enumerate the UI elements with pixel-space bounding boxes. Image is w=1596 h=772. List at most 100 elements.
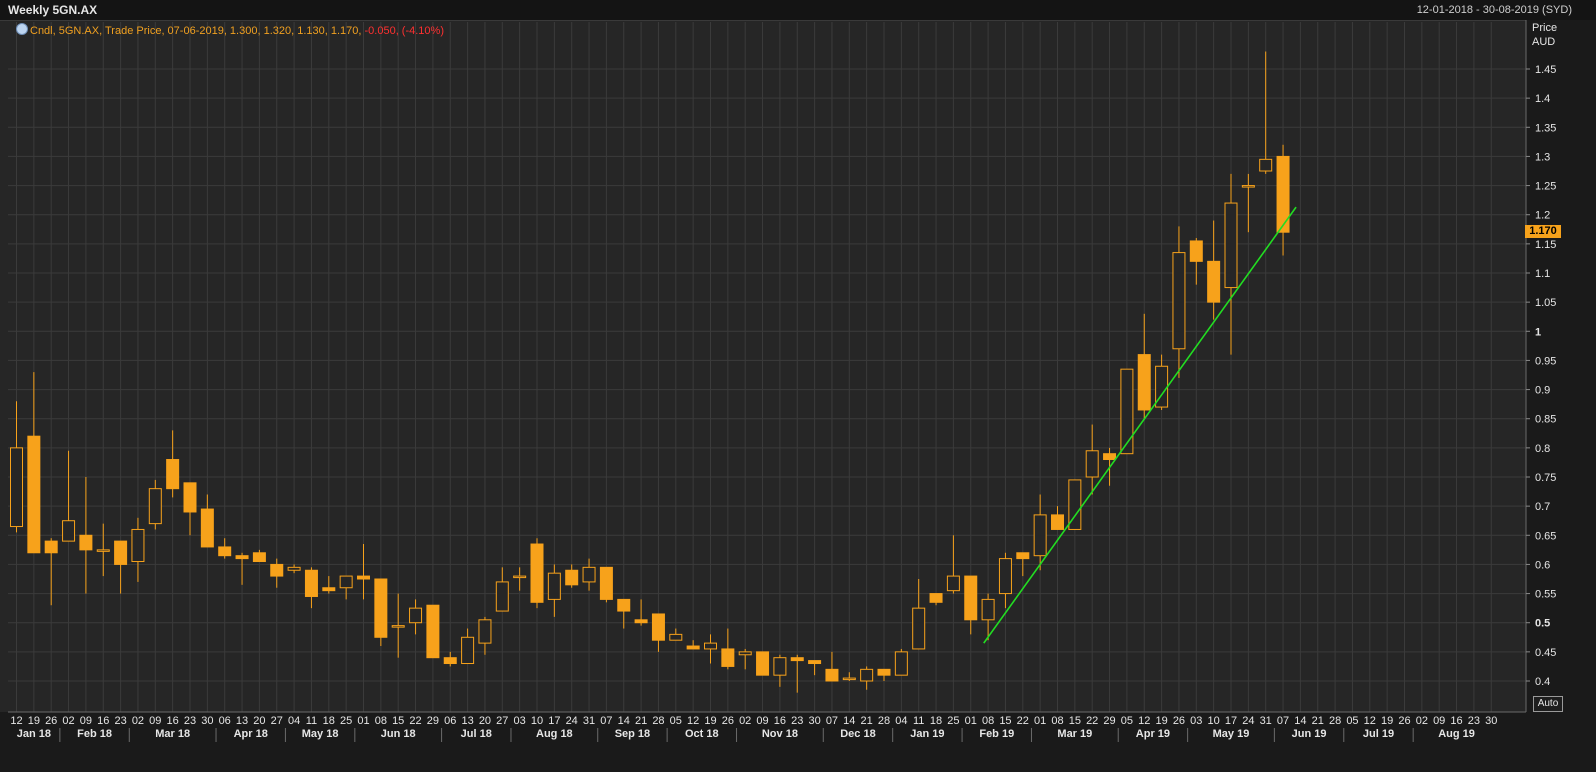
candle-body-up — [1241, 185, 1255, 188]
month-label: Apr 18 — [234, 728, 268, 740]
y-tick-label: 0.6 — [1535, 559, 1550, 571]
month-label: Mar 18 — [155, 728, 190, 740]
eye-icon[interactable] — [16, 23, 28, 35]
candle-body-down — [79, 534, 93, 551]
x-tick-label: 24 — [1242, 715, 1254, 727]
plot-area[interactable] — [8, 22, 1526, 712]
candle-body-down — [357, 575, 370, 580]
candle-body-down — [252, 552, 266, 563]
y-axis-title-line1: Price — [1532, 22, 1558, 34]
month-label: Jul 19 — [1363, 728, 1394, 740]
x-tick-label: 23 — [791, 715, 803, 727]
x-tick-label: 23 — [114, 715, 126, 727]
x-tick-label: 19 — [1155, 715, 1167, 727]
x-tick-label: 26 — [1173, 715, 1185, 727]
candle-body-up — [704, 642, 717, 650]
x-tick-label: 24 — [566, 715, 578, 727]
candle-body-up — [738, 651, 752, 656]
y-tick-label: 0.5 — [1535, 618, 1550, 630]
candle-body-up — [148, 488, 162, 525]
y-tick-label: 1.4 — [1535, 93, 1550, 105]
candle-body-up — [1085, 450, 1099, 478]
candle-body-up — [547, 572, 561, 600]
candle-body-down — [235, 555, 249, 560]
y-tick-label: 1.35 — [1535, 122, 1556, 134]
month-label: Jan 19 — [910, 728, 944, 740]
month-label: Aug 18 — [536, 728, 573, 740]
x-tick-label: 28 — [1329, 715, 1341, 727]
date-range: 12-01-2018 - 30-08-2019 (SYD) — [1416, 4, 1572, 16]
y-tick-label: 1.45 — [1535, 64, 1556, 76]
x-tick-label: 15 — [392, 715, 404, 727]
x-tick-label: 06 — [444, 715, 456, 727]
month-label: Jun 19 — [1292, 728, 1327, 740]
candle-body-down — [304, 569, 318, 597]
x-tick-label: 02 — [739, 715, 751, 727]
month-label: Jan 18 — [17, 728, 51, 740]
x-tick-label: 21 — [861, 715, 873, 727]
x-tick-label: 20 — [479, 715, 491, 727]
candle-body-up — [998, 558, 1012, 595]
trendline[interactable] — [983, 206, 1297, 644]
x-tick-label: 19 — [28, 715, 40, 727]
month-label: Dec 18 — [840, 728, 875, 740]
x-tick-label: 25 — [947, 715, 959, 727]
y-axis-ticks: 0.4 0.45 0.5 0.55 0.6 0.65 0.7 0.75 0.8 0.85 0.9 0.… — [1526, 64, 1556, 688]
candle-body-up — [1224, 202, 1238, 289]
x-tick-label: 07 — [600, 715, 612, 727]
candle-body-down — [27, 435, 41, 554]
y-axis-bar — [1526, 20, 1596, 772]
month-label: Aug 19 — [1438, 728, 1475, 740]
candle-body-down — [877, 668, 891, 676]
auto-scale-button[interactable]: Auto — [1533, 696, 1563, 712]
candle-body-up — [1068, 479, 1082, 530]
x-tick-label: 05 — [1346, 715, 1358, 727]
last-price-badge: 1.170 — [1525, 225, 1561, 238]
x-tick-label: 03 — [1190, 715, 1202, 727]
month-label: Jun 18 — [381, 728, 416, 740]
y-tick-label: 0.4 — [1535, 676, 1550, 688]
x-tick-label: 14 — [1294, 715, 1306, 727]
candle-body-up — [946, 575, 960, 592]
x-tick-label: 07 — [826, 715, 838, 727]
candle-body-up — [339, 575, 353, 589]
candle-body-down — [200, 508, 214, 548]
trendline-layer[interactable] — [983, 206, 1297, 644]
y-tick-label: 0.8 — [1535, 443, 1550, 455]
x-tick-label: 08 — [982, 715, 994, 727]
candle-body-up — [912, 607, 926, 650]
candle-body-down — [114, 540, 128, 565]
x-tick-label: 29 — [1103, 715, 1115, 727]
x-tick-label: 26 — [1398, 715, 1410, 727]
month-label: Nov 18 — [762, 728, 798, 740]
x-tick-label: 18 — [323, 715, 335, 727]
x-tick-label: 03 — [514, 715, 526, 727]
x-tick-label: 11 — [306, 715, 317, 727]
month-label: Sep 18 — [615, 728, 650, 740]
series-legend[interactable]: Cndl, 5GN.AX, Trade Price, 07-06-2019, 1… — [16, 23, 444, 37]
y-tick-label: 0.9 — [1535, 385, 1550, 397]
candle-body-up — [495, 581, 509, 612]
month-label: Oct 18 — [685, 728, 719, 740]
x-tick-label: 26 — [45, 715, 57, 727]
y-tick-label: 1.25 — [1535, 181, 1556, 193]
legend-text: Cndl, 5GN.AX, Trade Price, 07-06-2019, 1… — [30, 25, 365, 37]
month-label: Feb 18 — [77, 728, 112, 740]
candle-body-up — [582, 566, 596, 583]
candle-body-up — [1033, 514, 1047, 557]
x-tick-label: 12 — [1138, 715, 1150, 727]
x-tick-label: 27 — [496, 715, 508, 727]
candle-body-up — [981, 598, 995, 621]
x-tick-label: 05 — [670, 715, 682, 727]
candle-body-up — [842, 677, 856, 681]
x-tick-label: 21 — [1312, 715, 1324, 727]
x-tick-label: 16 — [97, 715, 109, 727]
x-tick-label: 28 — [878, 715, 890, 727]
x-tick-label: 13 — [236, 715, 248, 727]
x-tick-label: 08 — [1051, 715, 1063, 727]
x-tick-label: 31 — [583, 715, 595, 727]
x-tick-label: 01 — [965, 715, 977, 727]
x-tick-label: 15 — [1069, 715, 1081, 727]
